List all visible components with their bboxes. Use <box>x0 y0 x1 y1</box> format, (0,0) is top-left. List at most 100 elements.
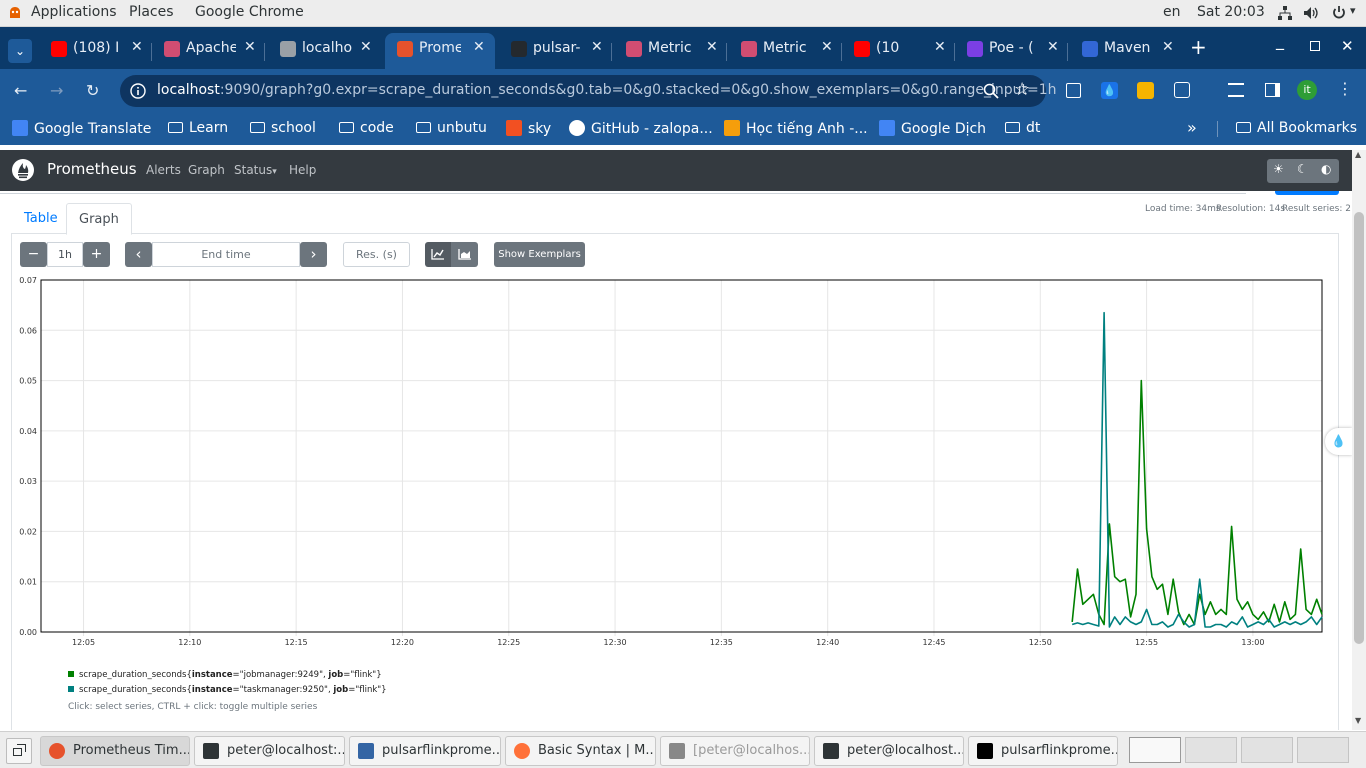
execute-button-edge[interactable] <box>1275 191 1339 195</box>
taskbar-window-button[interactable]: Prometheus Tim... <box>40 736 190 766</box>
end-time-next-button[interactable]: › <box>300 242 327 267</box>
tab-close-icon[interactable]: ✕ <box>821 39 833 55</box>
url-text[interactable]: localhost:9090/graph?g0.expr=scrape_dura… <box>157 82 1057 98</box>
tab-table[interactable]: Table <box>24 211 58 226</box>
active-app-name[interactable]: Google Chrome <box>195 4 304 20</box>
tab-search-chevron-down-icon[interactable]: ⌄ <box>8 39 32 63</box>
end-time-prev-button[interactable]: ‹ <box>125 242 152 267</box>
tab-close-icon[interactable]: ✕ <box>473 39 485 55</box>
bookmark-item[interactable]: sky <box>506 120 551 137</box>
range-decrease-button[interactable]: − <box>20 242 47 267</box>
show-exemplars-button[interactable]: Show Exemplars <box>494 242 585 267</box>
window-minimize-icon[interactable]: _ <box>1276 31 1284 50</box>
back-arrow-icon[interactable]: ← <box>14 81 28 100</box>
extension-drop-icon[interactable]: 💧 <box>1101 82 1118 99</box>
window-close-icon[interactable]: ✕ <box>1341 37 1354 55</box>
nav-status[interactable]: Status▾ <box>234 163 277 177</box>
legend-series-item[interactable]: scrape_duration_seconds{instance="taskma… <box>68 685 387 695</box>
browser-tab[interactable]: Poe - (✕ <box>955 33 1069 69</box>
network-icon[interactable] <box>1278 6 1292 20</box>
window-maximize-icon[interactable] <box>1310 41 1320 51</box>
reload-icon[interactable]: ↻ <box>86 81 100 100</box>
workspace-2[interactable] <box>1185 737 1237 763</box>
volume-icon[interactable] <box>1304 6 1320 20</box>
taskbar-window-button[interactable]: Basic Syntax | M... <box>505 736 656 766</box>
profile-avatar[interactable]: it <box>1297 80 1317 100</box>
power-icon[interactable] <box>1332 5 1346 21</box>
light-theme-sun-icon[interactable]: ☀ <box>1273 162 1284 176</box>
tab-close-icon[interactable]: ✕ <box>1047 39 1059 55</box>
bookmark-item[interactable]: Học tiếng Anh -... <box>724 120 868 137</box>
legend-series-item[interactable]: scrape_duration_seconds{instance="jobman… <box>68 670 382 680</box>
taskbar-window-button[interactable]: peter@localhost... <box>814 736 964 766</box>
series-line-0[interactable] <box>1071 379 1323 626</box>
stacked-area-button[interactable] <box>451 242 478 267</box>
forward-arrow-icon[interactable]: → <box>50 81 64 100</box>
end-time-input[interactable]: End time <box>152 242 300 267</box>
browser-tab[interactable]: localho ✕ <box>268 33 382 69</box>
show-desktop-icon[interactable] <box>6 738 32 764</box>
scroll-down-arrow-icon[interactable]: ▼ <box>1355 716 1362 725</box>
expression-input-edge[interactable] <box>0 191 1246 194</box>
tab-close-icon[interactable]: ✕ <box>360 39 372 55</box>
bookmark-item[interactable]: GitHub - zalopa... <box>569 120 713 137</box>
floating-extension-drop-icon[interactable]: 💧 <box>1325 428 1352 455</box>
browser-tab[interactable]: Maven ✕ <box>1070 33 1184 69</box>
taskbar-window-button[interactable]: pulsarflinkprome... <box>968 736 1118 766</box>
browser-tab[interactable]: Prome ✕ <box>385 33 495 69</box>
places-menu[interactable]: Places <box>129 4 174 20</box>
nav-help[interactable]: Help <box>289 163 317 177</box>
chart-series[interactable] <box>1071 311 1323 628</box>
bookmark-item[interactable]: Learn <box>168 120 228 136</box>
auto-theme-contrast-icon[interactable]: ◐ <box>1321 162 1332 176</box>
resolution-input[interactable]: Res. (s) <box>343 242 410 267</box>
zoom-magnifier-icon[interactable] <box>983 83 999 99</box>
series-line-1[interactable] <box>1071 311 1323 628</box>
nav-alerts[interactable]: Alerts <box>146 163 181 177</box>
unstacked-lines-button[interactable] <box>425 242 451 267</box>
browser-tab[interactable]: (108) I ✕ <box>39 33 153 69</box>
browser-tab[interactable]: Metric ✕ <box>614 33 728 69</box>
bookmark-star-icon[interactable]: ☆ <box>1014 79 1031 100</box>
dark-theme-moon-icon[interactable]: ☾ <box>1297 162 1308 176</box>
range-increase-button[interactable]: + <box>83 242 110 267</box>
taskbar-window-button[interactable]: pulsarflinkprome... <box>349 736 501 766</box>
site-info-icon[interactable] <box>130 83 146 99</box>
time-series-chart[interactable]: 0.000.010.020.030.040.050.060.07 12:05 12… <box>0 191 1352 661</box>
browser-tab[interactable]: pulsar- ✕ <box>499 33 613 69</box>
tab-close-icon[interactable]: ✕ <box>244 39 256 55</box>
new-tab-plus-icon[interactable]: + <box>1190 35 1207 59</box>
range-input[interactable]: 1h <box>47 242 83 267</box>
bookmark-item[interactable]: Google Translate <box>12 120 151 137</box>
workspace-3[interactable] <box>1241 737 1293 763</box>
tab-close-icon[interactable]: ✕ <box>591 39 603 55</box>
bookmark-item[interactable]: school <box>250 120 316 136</box>
browser-menu-kebab-icon[interactable]: ⋮ <box>1337 79 1353 98</box>
page-scrollbar[interactable]: ▲ ▼ <box>1352 150 1366 730</box>
nav-graph[interactable]: Graph <box>188 163 225 177</box>
tab-graph[interactable]: Graph <box>66 203 132 235</box>
reading-mode-icon[interactable] <box>1066 83 1081 98</box>
system-menu-caret-icon[interactable]: ▾ <box>1350 4 1356 17</box>
taskbar-window-button[interactable]: peter@localhost:... <box>194 736 345 766</box>
bookmark-item[interactable]: dt <box>1005 120 1040 136</box>
bookmark-item[interactable]: Google Dịch <box>879 120 986 137</box>
workspace-1[interactable] <box>1129 737 1181 763</box>
tab-close-icon[interactable]: ✕ <box>1162 39 1174 55</box>
tab-close-icon[interactable]: ✕ <box>706 39 718 55</box>
media-controls-icon[interactable] <box>1228 83 1244 97</box>
bookmark-item[interactable]: unbutu <box>416 120 487 136</box>
browser-tab[interactable]: Apache ✕ <box>152 33 266 69</box>
keyboard-layout-indicator[interactable]: en <box>1163 4 1181 20</box>
applications-menu[interactable]: Applications <box>31 4 117 20</box>
taskbar-window-button[interactable]: [peter@localhos... <box>660 736 810 766</box>
browser-tab[interactable]: (10 ✕ <box>842 33 956 69</box>
scroll-up-arrow-icon[interactable]: ▲ <box>1355 150 1362 159</box>
clock[interactable]: Sat 20:03 <box>1197 4 1265 20</box>
applications-menu-icon[interactable] <box>8 6 22 20</box>
tab-close-icon[interactable]: ✕ <box>131 39 143 55</box>
workspace-4[interactable] <box>1297 737 1349 763</box>
bookmark-item[interactable]: code <box>339 120 394 136</box>
tab-close-icon[interactable]: ✕ <box>934 39 946 55</box>
side-panel-icon[interactable] <box>1265 83 1280 97</box>
